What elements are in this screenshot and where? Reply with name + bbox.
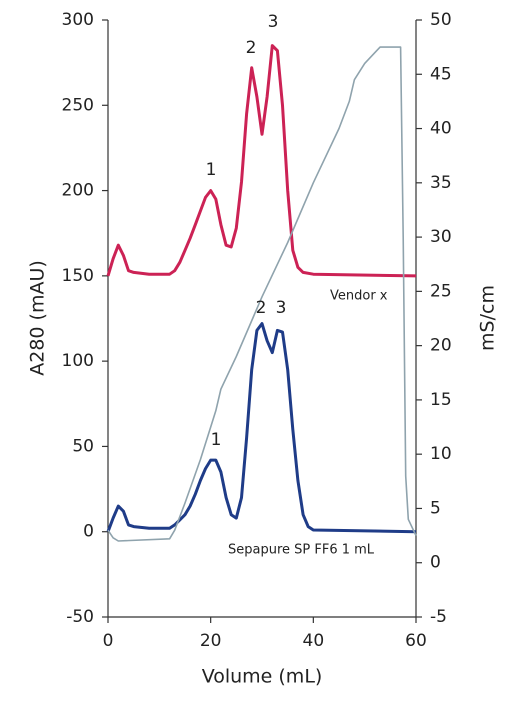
y-tick-label: 50: [72, 436, 94, 456]
y-tick-label: 150: [62, 266, 94, 286]
y2-tick-label: 35: [430, 173, 452, 193]
series-label: Sepapure SP FF6 1 mL: [228, 543, 375, 558]
peak-label: 1: [206, 160, 217, 180]
y2-tick-label: 20: [430, 336, 452, 356]
y2-tick-label: 0: [430, 553, 441, 573]
y-tick-label: 300: [62, 10, 94, 30]
series-label: Vendor x: [330, 289, 388, 304]
peak-label: 3: [268, 12, 279, 32]
series-line: [106, 44, 417, 278]
y2-tick-label: 10: [430, 444, 452, 464]
y2-tick-label: 45: [430, 64, 452, 84]
y-tick-label: 0: [83, 522, 94, 542]
y2-tick-label: -5: [430, 607, 447, 627]
x-tick-label: 40: [303, 631, 325, 651]
y2-tick-label: 30: [430, 227, 452, 247]
series-line: [107, 46, 417, 542]
y-tick-label: 250: [62, 95, 94, 115]
y-tick-label: 200: [62, 181, 94, 201]
y2-tick-label: 5: [430, 498, 441, 518]
y2-tick-label: 25: [430, 281, 452, 301]
peak-label: 2: [246, 38, 257, 58]
series-line: [106, 322, 417, 534]
x-tick-label: 0: [103, 631, 114, 651]
y2-tick-label: 40: [430, 119, 452, 139]
y-tick-label: 100: [62, 351, 94, 371]
y2-tick-label: 15: [430, 390, 452, 410]
x-tick-label: 60: [405, 631, 427, 651]
y-axis-label: A280 (mAU): [27, 260, 49, 376]
peak-label: 2: [256, 298, 267, 318]
y-tick-label: -50: [66, 607, 94, 627]
y2-tick-label: 50: [430, 10, 452, 30]
peak-label: 1: [211, 430, 222, 450]
x-axis-label: Volume (mL): [202, 666, 323, 688]
x-tick-label: 20: [200, 631, 222, 651]
y2-axis-label: mS/cm: [477, 285, 499, 351]
peak-label: 3: [276, 298, 287, 318]
